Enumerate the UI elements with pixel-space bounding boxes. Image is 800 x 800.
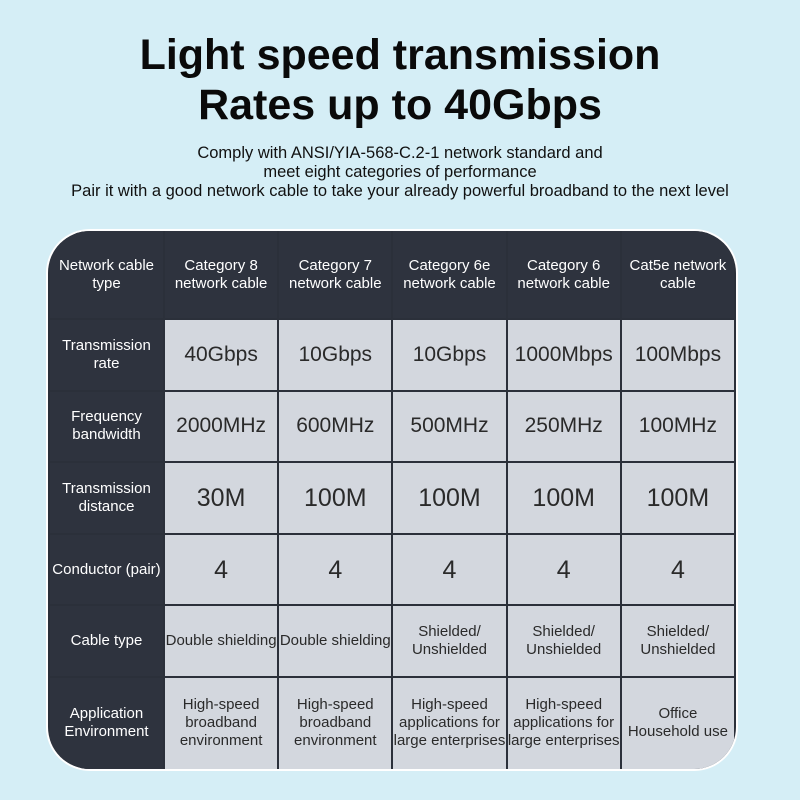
- table-cell: Shielded/ Unshielded: [393, 606, 506, 676]
- header-cell: Category 6e network cable: [393, 231, 506, 318]
- row-label: Transmission rate: [50, 320, 163, 390]
- row-label: Transmission distance: [50, 463, 163, 533]
- header-cell: Category 7 network cable: [279, 231, 392, 318]
- table-cell: 4: [279, 534, 392, 605]
- table-cell: 4: [393, 534, 506, 605]
- row-label: Cable type: [50, 606, 163, 676]
- table-cell: 600MHz: [279, 391, 392, 462]
- table-cell: 100M: [621, 463, 734, 533]
- table-cell: 4: [507, 534, 620, 605]
- table-cell: 4: [621, 534, 734, 605]
- subtitle-line-3: Pair it with a good network cable to tak…: [71, 182, 729, 200]
- table-cell: 100Mbps: [621, 320, 734, 390]
- table-cell: Office Household use: [621, 677, 734, 769]
- table-cell: 100M: [279, 463, 392, 533]
- row-label: Conductor (pair): [50, 534, 163, 605]
- row-label: Application Environment: [50, 677, 163, 769]
- table-cell: Shielded/ Unshielded: [621, 606, 734, 676]
- table-cell: 1000Mbps: [507, 320, 620, 390]
- table-cell: High-speed applications for large enterp…: [393, 677, 506, 769]
- table-cell: 30M: [165, 463, 278, 533]
- headline-line-2: Rates up to 40Gbps: [198, 81, 602, 129]
- table-cell: 500MHz: [393, 391, 506, 462]
- comparison-table: Network cable type Category 8 network cab…: [48, 231, 736, 769]
- table-cell: Shielded/ Unshielded: [507, 606, 620, 676]
- table-cell: 2000MHz: [165, 391, 278, 462]
- row-label: Frequency bandwidth: [50, 391, 163, 462]
- table-cell: 10Gbps: [279, 320, 392, 390]
- table-cell: 40Gbps: [165, 320, 278, 390]
- subtitle-line-1: Comply with ANSI/YIA-568-C.2-1 network s…: [197, 144, 603, 162]
- header-cell: Category 6 network cable: [507, 231, 620, 318]
- table-cell: High-speed applications for large enterp…: [507, 677, 620, 769]
- header-label-cell: Network cable type: [50, 231, 163, 318]
- headline-line-1: Light speed transmission: [139, 31, 661, 79]
- table-cell: High-speed broadband environment: [279, 677, 392, 769]
- table-cell: 100M: [507, 463, 620, 533]
- table-cell: 4: [165, 534, 278, 605]
- table-cell: 250MHz: [507, 391, 620, 462]
- table-cell: 100MHz: [621, 391, 734, 462]
- table-cell: Double shielding: [165, 606, 278, 676]
- table-cell: Double shielding: [279, 606, 392, 676]
- headline: Light speed transmission Rates up to 40G…: [0, 30, 800, 130]
- table-cell: 10Gbps: [393, 320, 506, 390]
- subtitle: Comply with ANSI/YIA-568-C.2-1 network s…: [0, 144, 800, 201]
- table-cell: 100M: [393, 463, 506, 533]
- header-cell: Cat5e network cable: [621, 231, 734, 318]
- subtitle-line-2: meet eight categories of performance: [263, 163, 537, 181]
- table-cell: High-speed broadband environment: [165, 677, 278, 769]
- header-cell: Category 8 network cable: [165, 231, 278, 318]
